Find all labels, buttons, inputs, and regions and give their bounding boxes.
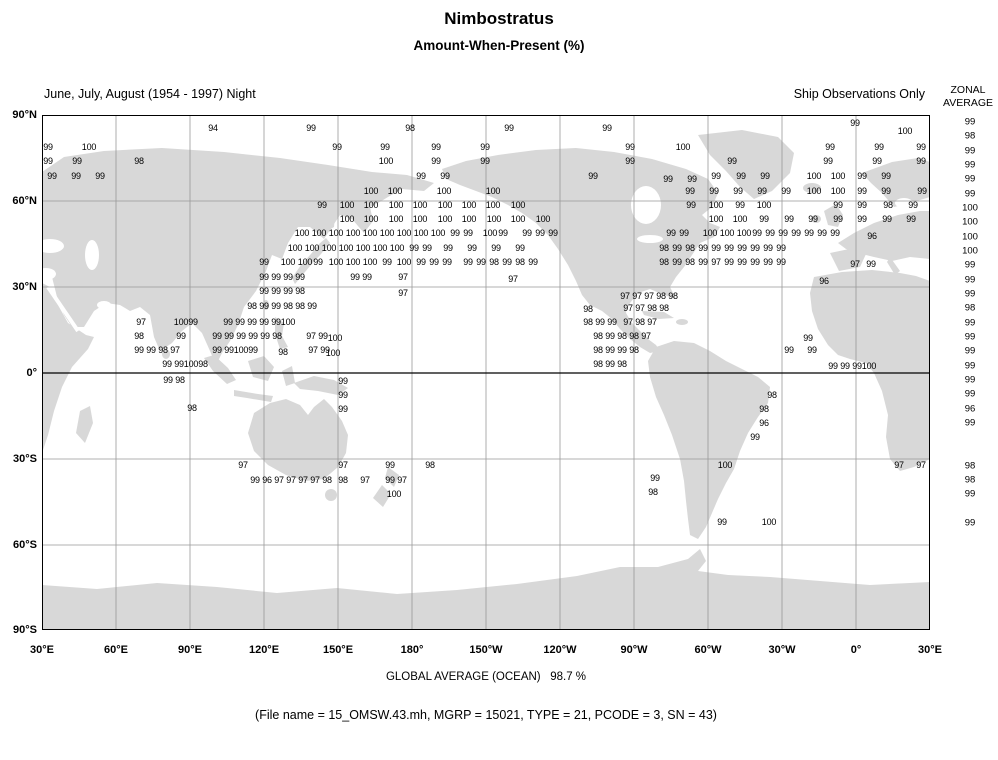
landmass-sumatra (204, 355, 236, 384)
zonal-average-value: 98 (964, 460, 976, 472)
landmass-britain (824, 204, 843, 227)
zonal-average-value: 99 (964, 288, 976, 300)
landmass-japan (292, 238, 330, 284)
lon-label: 150°E (322, 644, 354, 656)
landmass-tasmania (325, 489, 337, 501)
landmass-eurasia (42, 148, 434, 365)
landmass-hispaniola (676, 319, 688, 325)
persian-gulf (97, 301, 111, 309)
lon-label: 60°E (104, 644, 128, 656)
page-subtitle: Amount-When-Present (%) (413, 38, 585, 53)
lon-label: 90°E (178, 644, 202, 656)
file-info-label: (File name = 15_OMSW.43.mh, MGRP = 15021… (255, 708, 717, 722)
caspian-sea (85, 240, 99, 270)
zonal-average-value: 98 (964, 302, 976, 314)
source-label: Ship Observations Only (793, 87, 925, 101)
landmass-cuba (642, 311, 674, 319)
lon-label: 180° (400, 644, 424, 656)
landmass-scandinavia (862, 158, 930, 207)
zonal-average-value: 99 (964, 159, 976, 171)
zonal-average-value: 99 (964, 417, 976, 429)
world-map (42, 115, 930, 630)
red-sea (46, 285, 80, 333)
landmass-java (234, 390, 273, 402)
zonal-average-value: 99 (964, 517, 976, 529)
lon-label: 30°E (30, 644, 54, 656)
lat-label: 90°S (13, 624, 37, 636)
landmass-europe (838, 211, 930, 261)
zonal-header-line2: AVERAGE (943, 97, 993, 109)
zonal-average-value: 99 (964, 145, 976, 157)
zonal-average-value: 99 (964, 374, 976, 386)
landmass-new-guinea (294, 376, 348, 395)
season-label: June, July, August (1954 - 1997) Night (44, 87, 256, 101)
zonal-average-value: 99 (964, 488, 976, 500)
zonal-average-value: 99 (964, 360, 976, 372)
global-average-label: GLOBAL AVERAGE (OCEAN) 98.7 % (385, 671, 587, 683)
lat-label: 0° (26, 367, 37, 379)
zonal-average-value: 99 (964, 259, 976, 271)
landmass-iceland (803, 183, 821, 193)
lat-label: 30°N (12, 281, 37, 293)
landmass-philippines (275, 317, 288, 349)
landmass-borneo (248, 356, 274, 381)
landmass-australia (248, 399, 348, 481)
mediterranean-sea (42, 268, 56, 280)
zonal-average-value: 99 (964, 188, 976, 200)
lon-label: 60°W (694, 644, 722, 656)
landmass-sri-lanka (162, 349, 170, 359)
zonal-average-header: ZONAL AVERAGE (940, 84, 996, 110)
zonal-average-value: 100 (962, 216, 978, 228)
landmass-new-zealand-south (373, 485, 391, 507)
landmass-new-zealand-north (385, 467, 399, 487)
lon-label: 90°W (620, 644, 648, 656)
zonal-header-line1: ZONAL (950, 84, 986, 96)
landmass-italy (887, 257, 900, 275)
lon-label: 30°E (918, 644, 942, 656)
page-title: Nimbostratus (444, 9, 554, 28)
landmass-south-america (648, 341, 770, 539)
zonal-average-value: 99 (964, 317, 976, 329)
landmass-sulawesi (282, 366, 295, 386)
zonal-average-value: 98 (964, 474, 976, 486)
zonal-average-value: 99 (964, 331, 976, 343)
zonal-average-value: 98 (964, 130, 976, 142)
lat-label: 60°N (12, 195, 37, 207)
landmass-iberia (830, 248, 866, 271)
baltic-sea (895, 198, 913, 208)
landmass-africa-east (42, 283, 94, 453)
zonal-average-value: 99 (964, 345, 976, 357)
lon-label: 120°W (543, 644, 577, 656)
zonal-average-value: 99 (964, 274, 976, 286)
lat-label: 60°S (13, 539, 37, 551)
landmass-taiwan (263, 300, 269, 310)
lat-label: 30°S (13, 453, 37, 465)
zonal-average-value: 99 (964, 388, 976, 400)
landmass-madagascar (76, 406, 93, 443)
lon-label: 30°W (768, 644, 796, 656)
landmass-sakhalin (327, 206, 336, 231)
landmass-ireland (811, 215, 821, 223)
zonal-average-value: 100 (962, 202, 978, 214)
zonal-average-value: 99 (964, 116, 976, 128)
landmass-greenland (698, 130, 794, 199)
landmass-africa-west (810, 270, 930, 471)
lon-label: 0° (850, 644, 862, 656)
black-sea (42, 239, 64, 253)
zonal-average-value: 100 (962, 245, 978, 257)
zonal-average-value: 96 (964, 403, 976, 415)
lat-label: 90°N (12, 109, 37, 121)
zonal-average-value: 100 (962, 231, 978, 243)
great-lakes (637, 235, 663, 243)
lon-label: 120°E (248, 644, 280, 656)
zonal-average-value: 99 (964, 173, 976, 185)
hudson-bay (631, 186, 661, 224)
graticule-grid (42, 115, 930, 630)
lon-label: 150°W (469, 644, 503, 656)
